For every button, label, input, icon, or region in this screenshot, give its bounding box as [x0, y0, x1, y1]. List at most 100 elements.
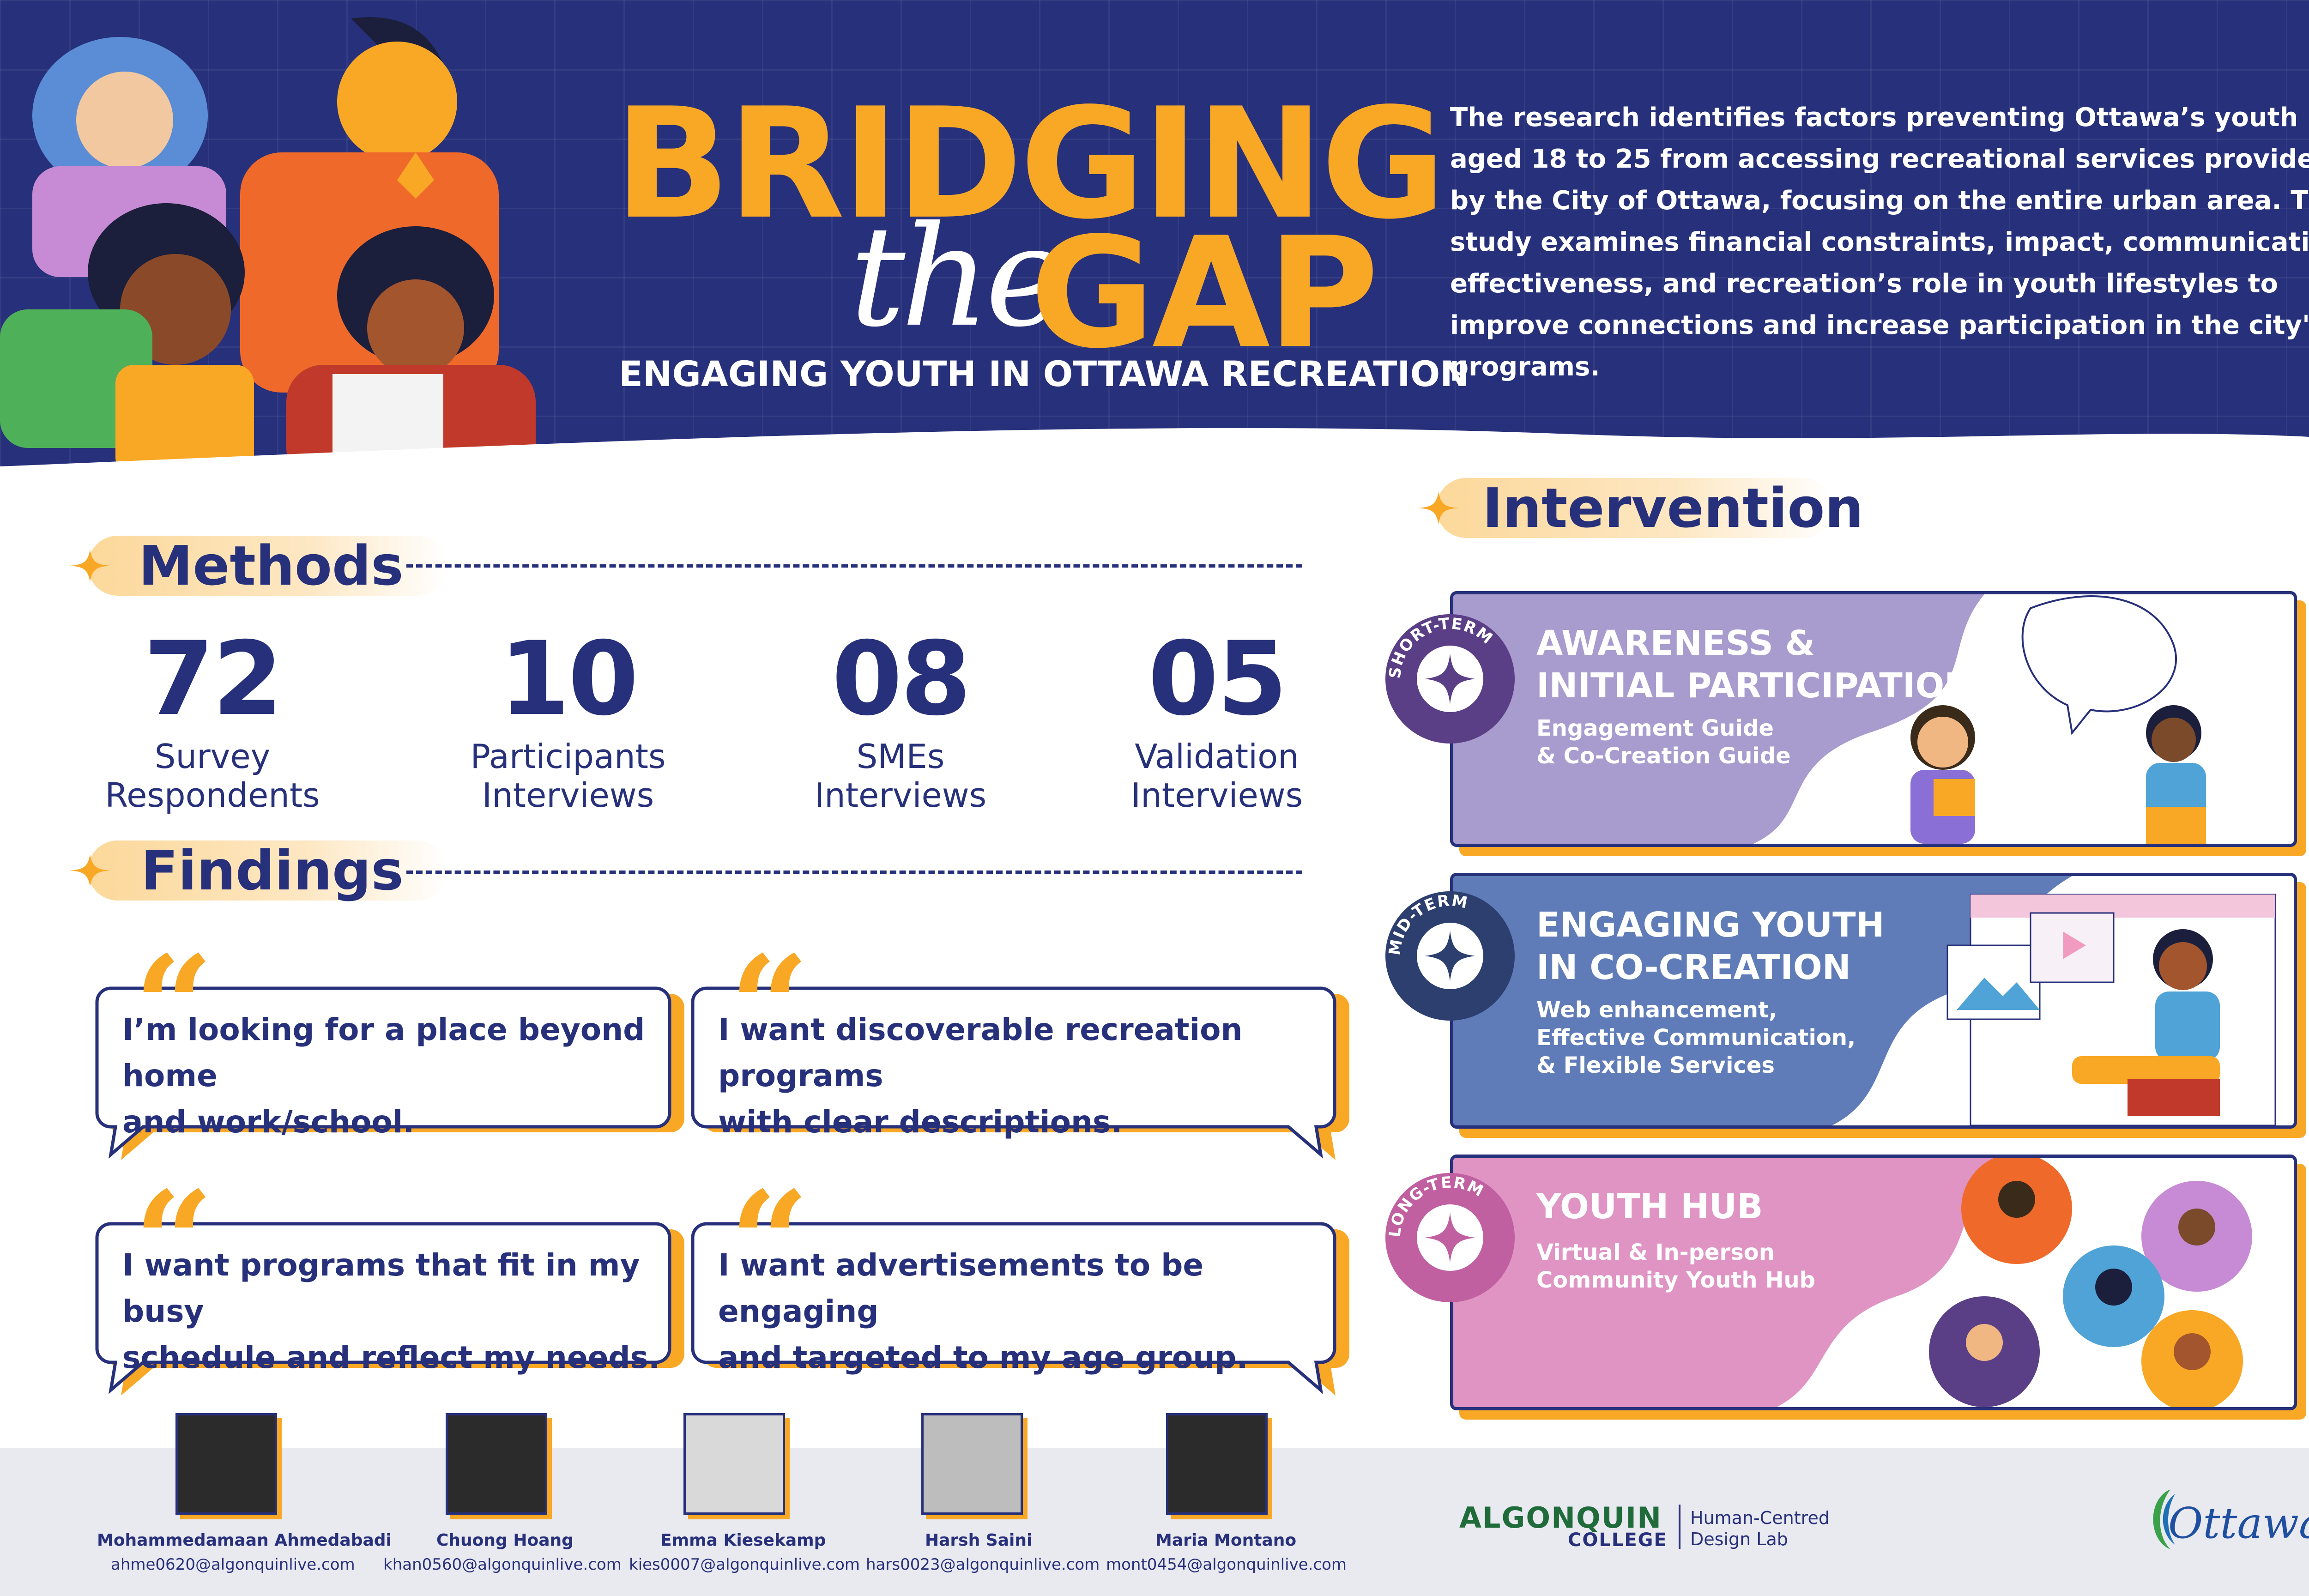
- title-gap: GAP: [1030, 205, 1379, 382]
- card-description: Engagement Guide & Co-Creation Guide: [1536, 714, 1791, 770]
- findings-heading-label: Findings: [141, 839, 404, 902]
- heading-glow: [88, 536, 448, 596]
- card-desc-line: Virtual & In-person: [1536, 1239, 1775, 1265]
- quote-text: I’m looking for a place beyond home and w…: [122, 1007, 665, 1145]
- logo-college-word: COLLEGE: [1568, 1530, 1668, 1551]
- header-wave: [0, 428, 2309, 499]
- team-member-name: Harsh Saini: [925, 1531, 1033, 1550]
- team-photo-avatar: [1166, 1413, 1268, 1515]
- footer-team: [0, 1448, 2309, 1596]
- heading-glow: [1436, 478, 1833, 538]
- intervention-card-mid-term: ENGAGING YOUTH IN CO-CREATION Web enhance…: [1450, 873, 2297, 1129]
- card-desc-line: & Co-Creation Guide: [1536, 743, 1791, 769]
- stat-value: 05: [1148, 620, 1287, 738]
- stat-label-line2: Respondents: [105, 776, 320, 815]
- heading-glow: [88, 840, 448, 901]
- stat-label: SMEs Interviews: [739, 737, 1062, 815]
- quote-bubble: “ I want programs that fit in my busy sch…: [95, 1173, 684, 1396]
- card-title: YOUTH HUB: [1536, 1185, 1763, 1228]
- card-title: AWARENESS & INITIAL PARTICIPATION: [1536, 622, 1973, 707]
- intro-paragraph: The research identifies factors preventi…: [1450, 103, 2309, 382]
- quote-line1: I want advertisements to be engaging: [718, 1247, 1204, 1329]
- logo-algonquin-word: ALGONQUIN: [1459, 1501, 1662, 1535]
- team-member-name: Maria Montano: [1155, 1531, 1297, 1550]
- team-photo-avatar: [446, 1413, 547, 1515]
- quote-bubble: “ I want advertisements to be engaging an…: [691, 1173, 1349, 1396]
- team-member-name: Mohammedamaan Ahmedabadi: [97, 1531, 392, 1550]
- logo-lab-line2: Design Lab: [1690, 1529, 1788, 1549]
- quote-mark-icon: “: [730, 1161, 810, 1324]
- long-term-badge: LONG-TERM: [1385, 1173, 1515, 1302]
- algonquin-college-logo: ALGONQUIN COLLEGE Human-Centred Design La…: [1459, 1501, 1838, 1556]
- team-member-name: Chuong Hoang: [436, 1531, 574, 1550]
- sparkle-icon: [1418, 492, 1459, 524]
- ottawa-swoosh-icon: [2153, 1489, 2175, 1549]
- logo-divider: [1679, 1505, 1680, 1549]
- card-desc-line: Community Youth Hub: [1536, 1267, 1816, 1293]
- team-member-email: kies0007@algonquinlive.com: [629, 1555, 860, 1574]
- findings-divider: [406, 871, 1302, 874]
- quote-line2: schedule and reflect my needs.: [122, 1340, 660, 1375]
- header-banner: BRIDGING the GAP ENGAGING YOUTH IN OTTAW…: [0, 0, 2309, 499]
- stat-smes: 08 SMEs Interviews: [739, 628, 1062, 815]
- card-desc-line: & Flexible Services: [1536, 1052, 1775, 1078]
- quote-line2: and work/school.: [122, 1104, 415, 1140]
- team-photo-avatar: [175, 1413, 277, 1515]
- quote-bubble: “ I’m looking for a place beyond home and…: [95, 937, 684, 1160]
- card-title: ENGAGING YOUTH IN CO-CREATION: [1536, 904, 1885, 989]
- quote-mark-icon: “: [134, 925, 214, 1088]
- title-bridging: BRIDGING: [614, 75, 1446, 253]
- quote-bubble: “ I want discoverable recreation program…: [691, 937, 1349, 1160]
- stat-label-line1: Survey: [154, 737, 271, 776]
- stat-label-line2: Interviews: [814, 776, 987, 815]
- card-background: [1453, 594, 2206, 844]
- stat-label-line2: Interviews: [1130, 776, 1303, 815]
- stat-label: Participants Interviews: [406, 737, 730, 815]
- findings-heading: Findings: [69, 836, 448, 905]
- methods-heading: Methods: [69, 531, 448, 600]
- card-description: Web enhancement, Effective Communication,…: [1536, 996, 1856, 1079]
- quote-line1: I’m looking for a place beyond home: [122, 1012, 645, 1094]
- team-member-name: Emma Kiesekamp: [660, 1531, 826, 1550]
- intervention-heading: Intervention: [1418, 473, 1863, 543]
- card-desc-line: Engagement Guide: [1536, 715, 1774, 741]
- quote-text: I want programs that fit in my busy sched…: [122, 1242, 665, 1381]
- stat-participants: 10 Participants Interviews: [406, 628, 730, 815]
- stat-label-line1: Participants: [470, 737, 666, 776]
- quote-text: I want discoverable recreation programs w…: [718, 1007, 1330, 1145]
- sparkle-icon: [69, 854, 111, 887]
- intervention-heading-label: Intervention: [1482, 476, 1864, 540]
- card-desc-line: Web enhancement,: [1536, 997, 1777, 1023]
- methods-heading-label: Methods: [139, 534, 404, 598]
- speech-bubble-shape: [691, 1222, 1349, 1396]
- card-desc-line: Effective Communication,: [1536, 1025, 1856, 1051]
- youth-group-illustration: [0, 17, 536, 476]
- team-member-email: hars0023@algonquinlive.com: [866, 1555, 1100, 1574]
- subtitle: ENGAGING YOUTH IN OTTAWA RECREATION: [619, 353, 1469, 394]
- stat-label: Validation Interviews: [1055, 737, 1378, 815]
- speech-bubble-shape: [95, 986, 684, 1160]
- logo-lab-text: Human-Centred Design Lab: [1690, 1507, 1830, 1550]
- team-photo-avatar: [921, 1413, 1023, 1515]
- logo-lab-line1: Human-Centred: [1690, 1508, 1830, 1528]
- card-description: Virtual & In-person Community Youth Hub: [1536, 1239, 1815, 1294]
- team-photo-avatar: [683, 1413, 785, 1515]
- card-title-line1: ENGAGING YOUTH: [1536, 905, 1885, 945]
- title-the: the: [850, 196, 1067, 357]
- short-term-badge: SHORT-TERM: [1385, 614, 1515, 744]
- ottawa-logo: Ottawa: [2143, 1485, 2309, 1554]
- stat-survey: 72 Survey Respondents: [51, 628, 374, 815]
- stat-value: 10: [499, 620, 639, 738]
- card-background: [1453, 876, 2276, 1125]
- ottawa-wordmark: Ottawa: [2168, 1499, 2309, 1548]
- card-title-line2: IN CO-CREATION: [1536, 948, 1851, 987]
- stat-value: 08: [831, 620, 971, 738]
- sparkle-icon: [69, 550, 111, 582]
- card-title-line1: AWARENESS &: [1536, 623, 1815, 663]
- stat-value: 72: [143, 620, 283, 738]
- quote-text: I want advertisements to be engaging and …: [718, 1242, 1330, 1381]
- card-background: [1453, 1158, 2252, 1407]
- stat-label-line1: Validation: [1135, 737, 1299, 776]
- quote-line2: and targeted to my age group.: [718, 1340, 1248, 1375]
- quote-line2: with clear descriptions.: [718, 1104, 1123, 1140]
